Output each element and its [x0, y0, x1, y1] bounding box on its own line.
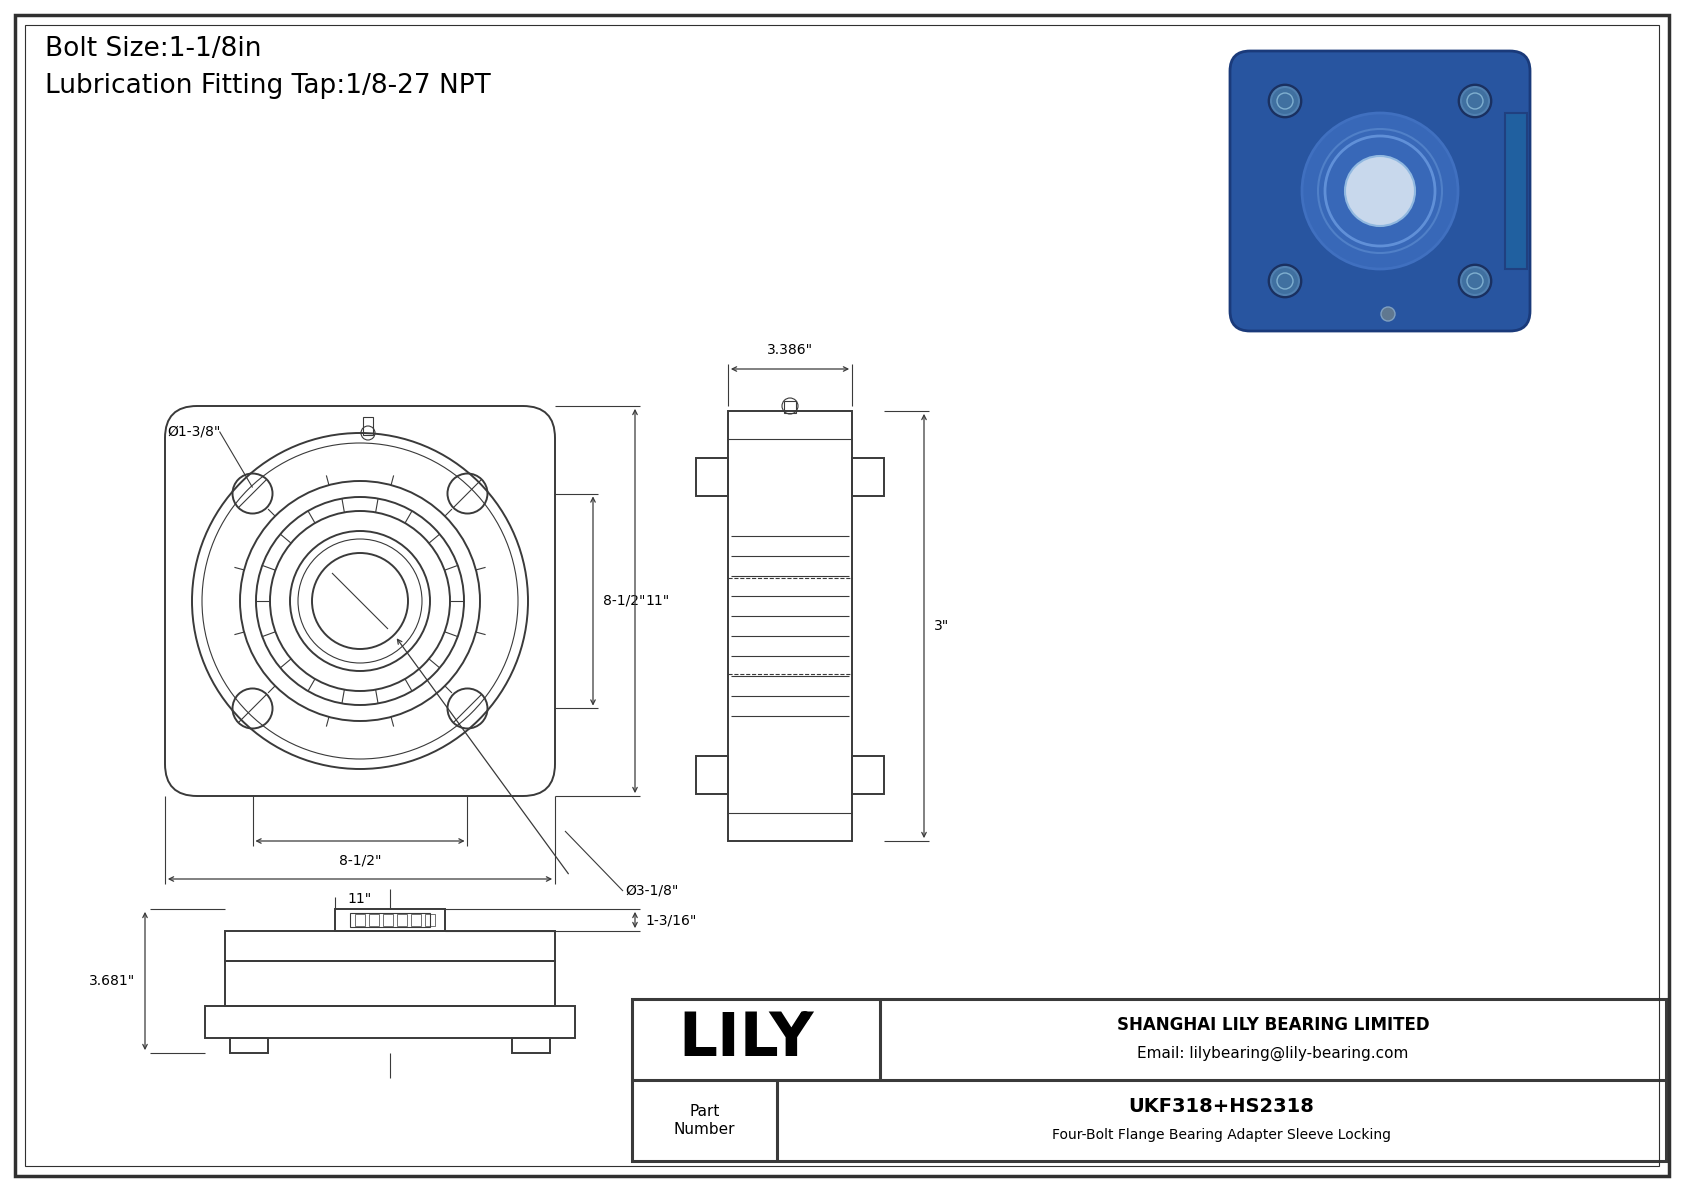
Text: Lubrication Fitting Tap:1/8-27 NPT: Lubrication Fitting Tap:1/8-27 NPT	[45, 73, 490, 99]
Text: 3.681": 3.681"	[89, 974, 135, 989]
Bar	[335, 909, 445, 931]
Bar	[727, 411, 852, 841]
Text: 1-3/16": 1-3/16"	[645, 913, 697, 927]
Circle shape	[1381, 307, 1394, 322]
Text: Ø1-3/8": Ø1-3/8"	[167, 424, 221, 438]
Bar	[632, 999, 1665, 1161]
Text: 8-1/2": 8-1/2"	[603, 594, 645, 607]
Text: Ø3-1/8": Ø3-1/8"	[625, 884, 679, 898]
Bar	[226, 931, 556, 961]
Circle shape	[1346, 156, 1415, 226]
Text: Part
Number: Part Number	[674, 1104, 736, 1136]
Bar	[205, 1006, 574, 1039]
Circle shape	[1302, 113, 1458, 269]
Circle shape	[1270, 85, 1302, 117]
FancyBboxPatch shape	[1229, 51, 1531, 331]
Bar	[852, 459, 884, 495]
Text: 8-1/2": 8-1/2"	[338, 854, 381, 868]
Bar	[355, 913, 365, 925]
Text: 11": 11"	[645, 594, 669, 607]
Text: Four-Bolt Flange Bearing Adapter Sleeve Locking: Four-Bolt Flange Bearing Adapter Sleeve …	[1052, 1128, 1391, 1141]
Bar	[411, 913, 421, 925]
Bar	[397, 913, 408, 925]
Circle shape	[1462, 87, 1489, 116]
Bar	[785, 401, 797, 413]
Text: 3.386": 3.386"	[766, 343, 813, 357]
Text: ®: ®	[797, 1010, 812, 1024]
Bar	[364, 417, 372, 435]
Text: LILY: LILY	[679, 1010, 813, 1070]
Bar	[852, 756, 884, 794]
Bar	[512, 1039, 551, 1053]
Text: Bolt Size:1-1/8in: Bolt Size:1-1/8in	[45, 36, 261, 62]
Text: SHANGHAI LILY BEARING LIMITED: SHANGHAI LILY BEARING LIMITED	[1116, 1016, 1430, 1035]
Circle shape	[1462, 267, 1489, 295]
Circle shape	[1458, 85, 1490, 117]
Text: UKF318+HS2318: UKF318+HS2318	[1128, 1097, 1315, 1116]
Bar	[424, 913, 434, 925]
Text: Email: lilybearing@lily-bearing.com: Email: lilybearing@lily-bearing.com	[1137, 1046, 1410, 1061]
Bar	[226, 961, 556, 1006]
Circle shape	[1458, 266, 1490, 297]
Bar	[382, 913, 392, 925]
Bar	[369, 913, 379, 925]
Bar	[350, 913, 429, 927]
Text: 11": 11"	[349, 892, 372, 906]
Text: 3": 3"	[935, 619, 950, 632]
Bar	[695, 459, 727, 495]
Bar	[1505, 113, 1527, 269]
Circle shape	[1270, 266, 1302, 297]
Circle shape	[1271, 87, 1298, 116]
Bar	[231, 1039, 268, 1053]
Circle shape	[1271, 267, 1298, 295]
Bar	[695, 756, 727, 794]
